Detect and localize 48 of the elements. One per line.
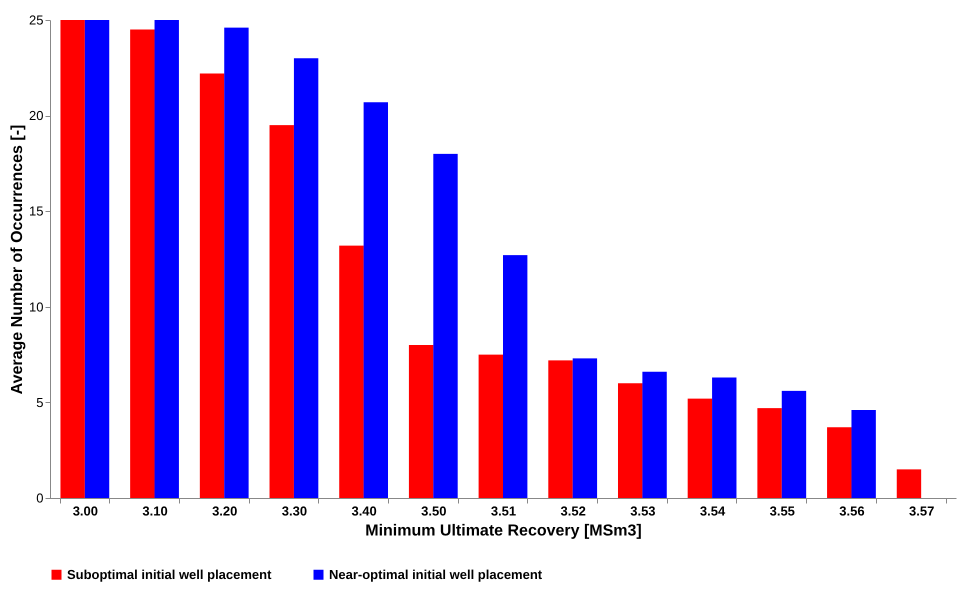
x-tick-label: 3.10 [142,504,168,518]
bar [433,154,458,498]
bar [851,410,876,498]
x-tick-label: 3.56 [839,504,865,518]
bar [782,390,806,498]
x-tick-label: 3.20 [212,504,238,518]
x-tick-label: 3.40 [351,504,377,518]
bar [757,408,782,498]
bar [130,30,155,498]
y-tick-label: 15 [29,204,44,219]
bar [503,255,528,498]
bar [364,102,388,498]
bar [548,360,573,498]
bar [224,28,249,498]
bar [572,358,598,498]
x-tick-label: 3.30 [282,504,308,518]
y-axis-title: Average Number of Occurrences [-] [9,124,26,394]
x-tick-label: 3.57 [909,504,934,518]
bar [827,427,852,498]
x-tick-label: 3.51 [490,504,516,518]
y-tick-label: 20 [29,108,44,124]
bar [688,398,712,498]
bar [896,469,922,498]
x-tick-label: 3.54 [700,504,726,518]
y-tick-label: 25 [29,12,44,28]
x-tick-label: 3.55 [770,504,795,518]
bar [270,125,294,498]
bar [84,20,110,498]
bar [618,383,642,498]
y-tick-label: 5 [36,394,44,410]
bar [408,345,434,498]
bar [294,58,318,498]
bar [712,378,736,498]
bar [200,74,224,498]
bar [478,354,503,498]
x-tick-label: 3.00 [72,504,98,518]
bar [642,372,667,498]
x-tick-label: 3.52 [560,504,586,518]
y-tick-label: 0 [36,490,44,506]
x-axis-title: Minimum Ultimate Recovery [MSm3] [365,522,642,540]
bar [339,246,364,498]
bar [60,20,85,498]
x-tick-label: 3.53 [630,504,656,518]
x-tick-label: 3.50 [421,504,446,518]
legend-label: Near-optimal initial well placement [329,566,543,582]
y-tick-label: 10 [29,299,44,314]
legend-label: Suboptimal initial well placement [67,566,272,582]
bar [154,20,179,498]
